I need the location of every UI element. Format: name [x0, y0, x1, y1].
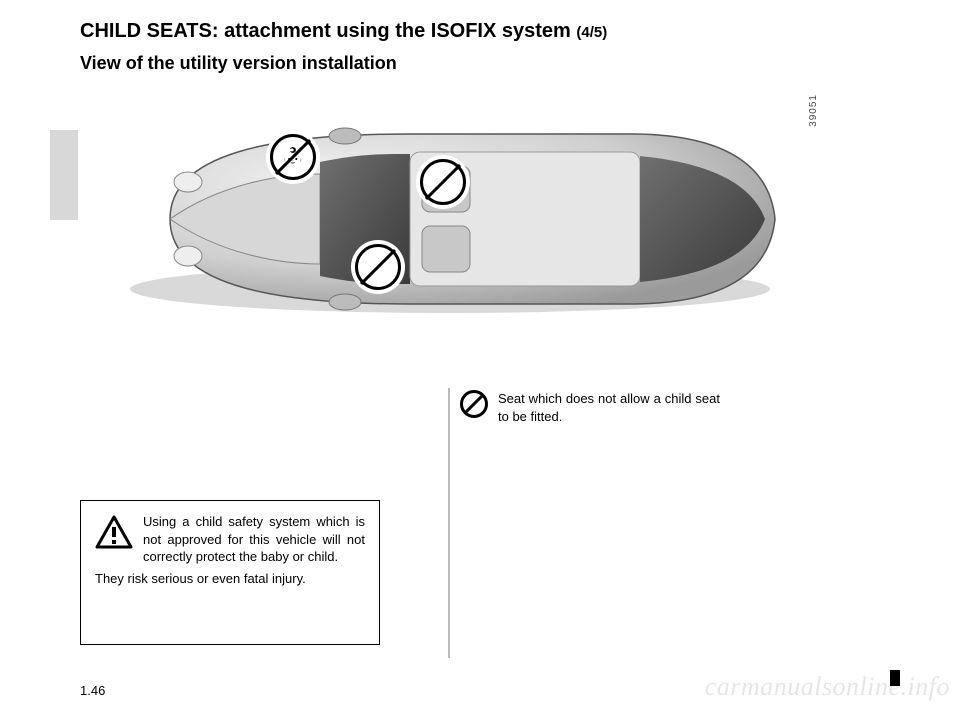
vehicle-diagram: 39051: [80, 94, 820, 344]
car-top-view: [110, 124, 790, 314]
legend-row: Seat which does not allow a child seat t…: [460, 390, 720, 425]
child-seat-glyph: 👶: [282, 148, 304, 166]
page-subtitle: View of the utility version installation: [80, 53, 910, 74]
prohibit-marker: 👶: [270, 134, 316, 180]
prohibit-marker: [355, 244, 401, 290]
legend-text: Seat which does not allow a child seat t…: [498, 390, 720, 425]
title-suffix: (4/5): [576, 24, 607, 41]
prohibit-icon: [460, 390, 488, 418]
column-divider: [448, 388, 450, 658]
section-tab: [50, 130, 78, 220]
image-id-label: 39051: [808, 94, 819, 127]
title-main: CHILD SEATS: attachment using the ISOFIX…: [80, 20, 576, 42]
warning-text-2: They risk serious or even fatal injury.: [95, 570, 365, 588]
corner-mark: [890, 670, 900, 686]
prohibit-marker: [420, 159, 466, 205]
warning-box: Using a child safety system which is not…: [80, 500, 380, 645]
page-title: CHILD SEATS: attachment using the ISOFIX…: [80, 20, 910, 43]
page-number: 1.46: [80, 683, 105, 698]
page-content: CHILD SEATS: attachment using the ISOFIX…: [80, 20, 910, 700]
watermark: carmanualsonline.info: [705, 672, 950, 702]
warning-triangle-icon: [95, 515, 133, 549]
warning-text-1: Using a child safety system which is not…: [143, 513, 365, 566]
